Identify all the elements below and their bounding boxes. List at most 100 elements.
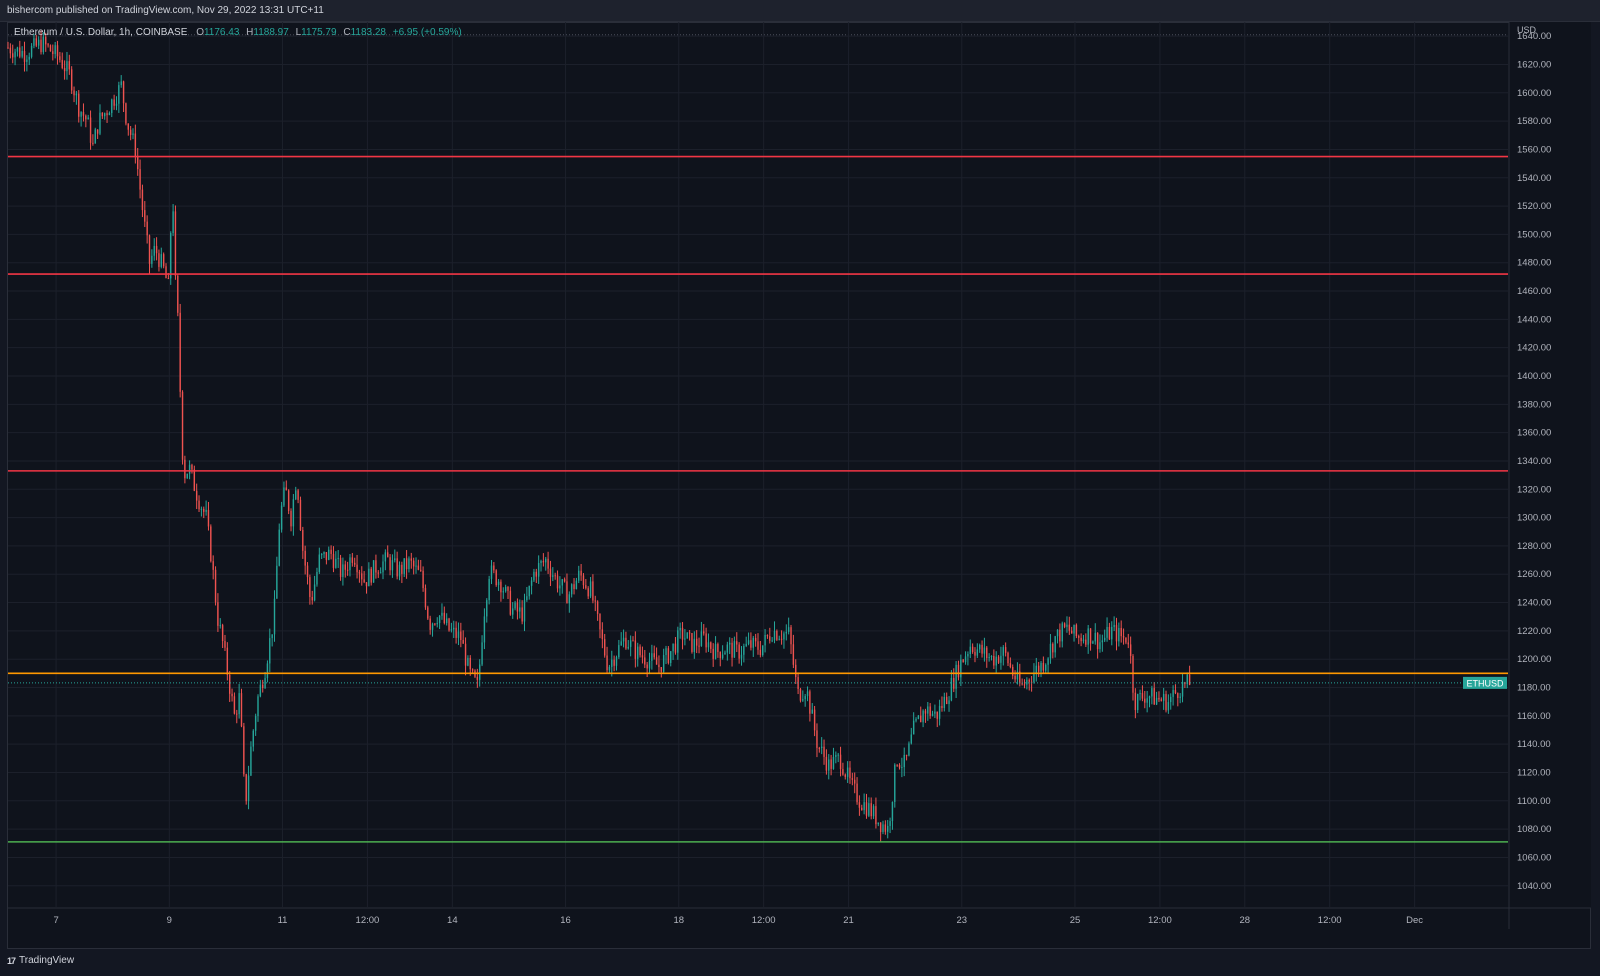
y-tick-label: 1500.00 <box>1517 229 1551 240</box>
candle-body <box>16 47 19 52</box>
candle-body <box>23 51 26 62</box>
candle-body <box>549 568 552 577</box>
candle-body <box>429 618 431 630</box>
candle-body <box>434 623 436 625</box>
candle-body <box>287 490 290 511</box>
candle-body <box>1004 647 1007 653</box>
candle-body <box>497 581 500 586</box>
candle-body <box>236 713 238 715</box>
currency-label: USD <box>1517 25 1537 35</box>
candle-body <box>530 580 533 586</box>
candle-body <box>672 643 674 652</box>
candle-body <box>377 572 379 574</box>
symbol-legend: Ethereum / U.S. Dollar, 1h, COINBASE O11… <box>14 26 462 40</box>
candle-body <box>1106 626 1108 638</box>
candle-body <box>910 734 913 744</box>
candles <box>7 30 1191 842</box>
candle-body <box>61 59 63 68</box>
candle-body <box>1009 663 1012 668</box>
y-tick-label: 1120.00 <box>1517 767 1551 778</box>
candle-body <box>514 602 516 609</box>
x-tick-label: 18 <box>673 915 684 926</box>
y-tick-label: 1320.00 <box>1517 484 1551 495</box>
candle-body <box>578 570 580 581</box>
candle-body <box>184 459 186 479</box>
candle-body <box>747 640 750 644</box>
candle-body <box>66 61 68 72</box>
candle-body <box>653 653 655 658</box>
candle-body <box>146 221 148 236</box>
chart-frame[interactable] <box>7 22 1591 949</box>
candle-body <box>103 113 106 117</box>
candle-body <box>273 598 276 635</box>
candle-body <box>1179 696 1181 698</box>
candle-body <box>721 654 724 659</box>
candle-body <box>879 822 882 832</box>
candle-body <box>978 644 981 650</box>
candle-body <box>986 647 988 659</box>
candle-body <box>835 754 837 757</box>
candle-body <box>401 564 403 574</box>
candle-body <box>945 696 948 705</box>
candle-body <box>752 637 754 648</box>
x-tick-label: 12:00 <box>1148 915 1172 926</box>
candle-body <box>292 499 295 527</box>
candle-body <box>115 103 118 106</box>
candle-body <box>462 640 464 644</box>
candle-body <box>1000 655 1002 663</box>
candle-body <box>68 61 71 70</box>
candle-body <box>820 746 823 749</box>
y-tick-label: 1140.00 <box>1517 739 1551 750</box>
candle-body <box>703 631 705 634</box>
candle-body <box>318 554 321 572</box>
candle-body <box>26 59 28 62</box>
tradingview-logo[interactable]: 17 TradingView <box>7 955 74 966</box>
candle-body <box>118 85 120 104</box>
candle-body <box>269 638 271 664</box>
candle-body <box>799 688 802 701</box>
x-tick-label: Dec <box>1406 915 1423 926</box>
candle-body <box>1132 655 1134 693</box>
low-value: 1175.79 <box>301 27 337 38</box>
candle-body <box>99 112 101 134</box>
candle-body <box>82 112 85 116</box>
time-axis: 7 9 11 12:00 14 16 18 12:00 21 23 25 12:00 28 12:00 De… <box>8 907 1591 926</box>
candle-body <box>688 632 691 634</box>
candle-body <box>195 490 198 501</box>
candle-body <box>825 756 828 771</box>
candle-body <box>872 806 875 817</box>
candle-body <box>353 562 356 565</box>
candle-body <box>842 769 844 775</box>
candle-body <box>415 565 417 567</box>
candle-body <box>127 123 129 130</box>
y-tick-label: 1300.00 <box>1517 513 1551 524</box>
candle-body <box>28 56 30 60</box>
candle-body <box>231 693 233 697</box>
candle-body <box>1054 636 1056 653</box>
candle-body <box>214 569 217 603</box>
candle-body <box>158 253 160 267</box>
candle-body <box>931 713 934 716</box>
candle-body <box>830 759 832 769</box>
candle-body <box>950 678 953 701</box>
y-tick-label: 1380.00 <box>1517 399 1551 410</box>
candle-body <box>691 633 693 652</box>
candle-body <box>219 625 221 627</box>
y-tick-label: 1100.00 <box>1517 796 1551 807</box>
candle-body <box>924 710 927 714</box>
candle-body <box>1063 623 1066 627</box>
candle-body <box>70 69 73 91</box>
candle-body <box>846 767 849 777</box>
candle-body <box>191 464 193 470</box>
candle-body <box>677 630 679 653</box>
price-axis-bg <box>1509 22 1591 908</box>
candle-body <box>478 664 481 680</box>
candle-body <box>389 557 391 571</box>
candle-body <box>1151 688 1153 697</box>
candle-body <box>1028 679 1030 682</box>
candle-body <box>1186 674 1188 685</box>
candle-body <box>769 636 771 641</box>
y-tick-label: 1400.00 <box>1517 371 1551 382</box>
candle-body <box>311 596 313 601</box>
